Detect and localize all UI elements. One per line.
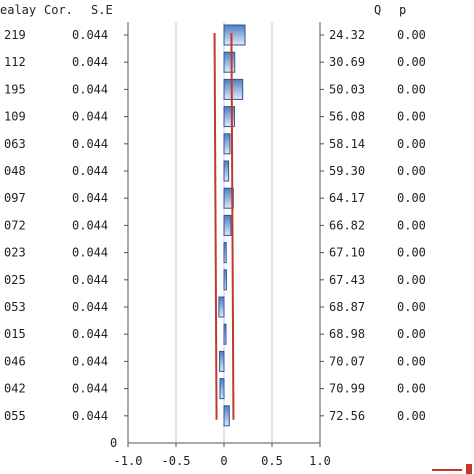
se-value: 0.044	[72, 164, 108, 178]
bar	[223, 405, 230, 427]
q-value: 59.30	[329, 164, 365, 178]
q-value: 66.82	[329, 218, 365, 232]
q-value: 56.08	[329, 110, 365, 124]
bar	[219, 378, 225, 400]
q-value: 30.69	[329, 55, 365, 69]
p-value: 0.00	[397, 110, 426, 124]
bar	[223, 106, 235, 128]
q-value: 24.32	[329, 28, 365, 42]
header-se: S.E	[91, 3, 113, 17]
p-value: 0.00	[397, 218, 426, 232]
lag-label: 042	[4, 382, 26, 396]
bar	[223, 24, 246, 46]
q-value: 58.14	[329, 137, 365, 151]
confidence-bounds	[213, 32, 235, 420]
p-value: 0.00	[397, 300, 426, 314]
p-value: 0.00	[397, 28, 426, 42]
se-value: 0.044	[72, 327, 108, 341]
lag-label: 025	[4, 273, 26, 287]
x-tick-label: 0.5	[261, 454, 283, 468]
p-value: 0.00	[397, 273, 426, 287]
p-value: 0.00	[397, 409, 426, 423]
bar	[223, 133, 231, 155]
lower-bound-line	[213, 32, 218, 420]
q-value: 70.07	[329, 354, 365, 368]
se-value: 0.044	[72, 409, 108, 423]
x-tick-label: -1.0	[114, 454, 143, 468]
header-cor: Cor.	[44, 3, 73, 17]
q-value: 72.56	[329, 409, 365, 423]
lag-label: 072	[4, 218, 26, 232]
bar	[223, 214, 232, 236]
p-value: 0.00	[397, 382, 426, 396]
p-value: 0.00	[397, 164, 426, 178]
p-value: 0.00	[397, 327, 426, 341]
lag-label: 097	[4, 191, 26, 205]
legend-bound-marker	[466, 464, 472, 474]
q-value: 67.43	[329, 273, 365, 287]
lag-label: 195	[4, 82, 26, 96]
bar	[218, 296, 225, 318]
legend	[432, 464, 472, 474]
se-value: 0.044	[72, 28, 108, 42]
lag-label: 015	[4, 327, 26, 341]
row-labels: 219 0.044 24.32 0.00 112 0.044 30.69 0.00 195 0.0…	[4, 28, 426, 450]
bar	[219, 350, 225, 372]
se-value: 0.044	[72, 137, 108, 151]
lag-label: 219	[4, 28, 26, 42]
q-value: 67.10	[329, 246, 365, 260]
se-value: 0.044	[72, 246, 108, 260]
x-tick-label: 0	[220, 454, 227, 468]
x-tick-labels: -1.0 -0.5 0 0.5 1.0	[114, 454, 331, 468]
lag-label: 046	[4, 354, 26, 368]
x-tick-label: 1.0	[309, 454, 331, 468]
x-tick-label: -0.5	[162, 454, 191, 468]
bar	[223, 187, 234, 209]
lag-label: 109	[4, 110, 26, 124]
p-value: 0.00	[397, 137, 426, 151]
p-value: 0.00	[397, 354, 426, 368]
se-value: 0.044	[72, 273, 108, 287]
q-value: 68.98	[329, 327, 365, 341]
header-p: p	[399, 3, 406, 17]
bar	[223, 160, 230, 182]
lag-label: 055	[4, 409, 26, 423]
upper-bound-line	[230, 32, 235, 420]
q-value: 68.87	[329, 300, 365, 314]
header-q: Q	[374, 3, 381, 17]
se-value: 0.044	[72, 382, 108, 396]
lag-label: 053	[4, 300, 26, 314]
q-value: 70.99	[329, 382, 365, 396]
bar	[223, 51, 236, 73]
lag-label: 063	[4, 137, 26, 151]
q-value: 50.03	[329, 82, 365, 96]
bar	[223, 242, 227, 264]
y-origin-label: 0	[110, 436, 117, 450]
se-value: 0.044	[72, 218, 108, 232]
lag-label: 112	[4, 55, 26, 69]
se-value: 0.044	[72, 354, 108, 368]
se-value: 0.044	[72, 110, 108, 124]
p-value: 0.00	[397, 55, 426, 69]
p-value: 0.00	[397, 191, 426, 205]
bar	[223, 323, 227, 345]
q-value: 64.17	[329, 191, 365, 205]
p-value: 0.00	[397, 82, 426, 96]
lag-label: 048	[4, 164, 26, 178]
p-value: 0.00	[397, 246, 426, 260]
se-value: 0.044	[72, 55, 108, 69]
se-value: 0.044	[72, 191, 108, 205]
se-value: 0.044	[72, 82, 108, 96]
bar	[223, 78, 244, 100]
bars	[218, 24, 246, 427]
se-value: 0.044	[72, 300, 108, 314]
column-headers: ealay Cor. S.E Q p	[0, 3, 406, 17]
header-lag: ealay	[0, 3, 36, 17]
axes	[124, 22, 324, 447]
bar	[223, 269, 227, 291]
lag-label: 023	[4, 246, 26, 260]
